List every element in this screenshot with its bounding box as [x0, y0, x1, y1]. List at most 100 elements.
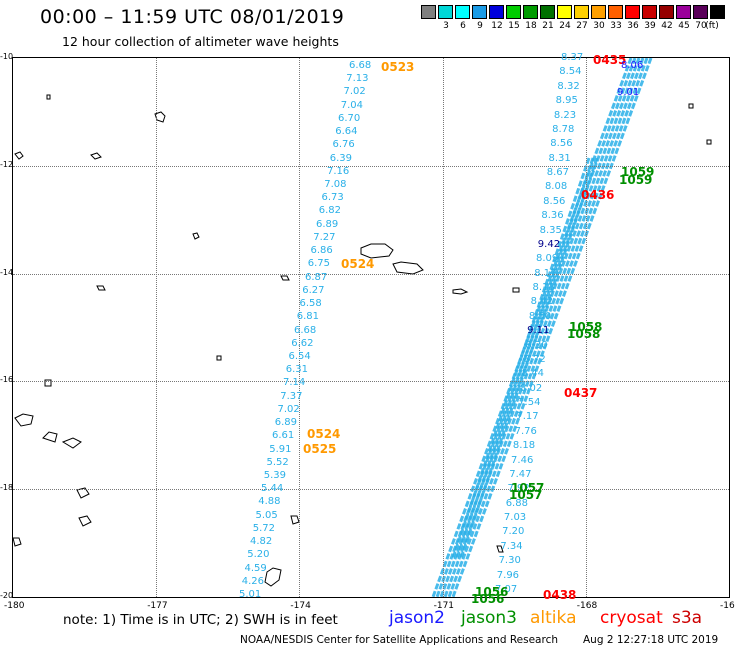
s3a-time-label: 0435 — [593, 53, 627, 67]
map-title: 00:00 – 11:59 UTC 08/01/2019 — [40, 6, 345, 28]
s3a-swh-value: 8.56 — [550, 138, 573, 150]
footer-note: note: 1) Time is in UTC; 2) SWH is in fe… — [63, 612, 338, 628]
s3a-swh-value: 8.13 — [532, 282, 555, 294]
footer-timestamp: Aug 2 12:27:18 UTC 2019 — [583, 634, 719, 646]
map-panel: 6.68 7.13 7.02 7.04 6.70 6.64 6.76 6.39 7.16 7.08… — [12, 53, 730, 606]
scale-label: 30 — [593, 21, 605, 31]
altika-time-label: 0525 — [303, 442, 337, 456]
scale-swatch — [625, 5, 640, 19]
island-fiji-1 — [14, 413, 34, 427]
altika-swh-value: 7.14 — [283, 377, 306, 389]
scale-label: 15 — [508, 21, 520, 31]
grid-line-lat — [13, 165, 729, 167]
grid-line-lat — [13, 381, 729, 383]
lon-tick-label: -180 — [4, 601, 25, 611]
s3a-swh-value: 7.92 — [507, 483, 530, 495]
island-fiji-2 — [42, 431, 58, 443]
jason3-time-label: 1057 — [511, 481, 545, 495]
altika-swh-value: 6.76 — [332, 139, 355, 151]
jason-track-line — [459, 157, 599, 559]
s3a-swh-value: 7.34 — [500, 540, 523, 552]
altika-time-label: 0523 — [381, 60, 415, 74]
island-fiji-5 — [13, 537, 22, 547]
altika-swh-value: 6.31 — [285, 364, 309, 376]
jason-track-line — [451, 157, 591, 559]
s3a-swh-value: 8.67 — [546, 167, 569, 179]
altika-swh-value: 6.39 — [329, 152, 353, 164]
grid-line-lat — [13, 273, 729, 275]
scale-label: 21 — [542, 21, 554, 31]
s3a-swh-value: 8.02 — [519, 382, 543, 394]
jason3-time-label: 1056 — [471, 592, 505, 606]
s3a-swh-value: 7.20 — [502, 526, 525, 538]
s3a-swh-value: 8.78 — [552, 123, 575, 135]
lat-tick-label: -12 — [0, 159, 14, 169]
altika-swh-value: 6.89 — [274, 417, 298, 429]
lat-tick-label: -14 — [0, 267, 14, 277]
s3a-swh-value: 8.44 — [521, 368, 545, 380]
altika-swh-value: 6.89 — [316, 218, 339, 230]
scale-swatch — [455, 5, 470, 19]
altika-swh-value: 7.13 — [346, 73, 369, 85]
island-i — [688, 103, 694, 109]
island-h — [706, 139, 712, 145]
island-c — [14, 151, 24, 160]
altika-swh-value: 6.68 — [349, 60, 372, 71]
altika-swh-value: 5.39 — [263, 469, 287, 481]
scale-swatch — [540, 5, 555, 19]
island-fiji-4 — [76, 487, 90, 499]
s3a-swh-value: 8.56 — [543, 195, 566, 207]
altika-swh-value: 5.52 — [266, 456, 289, 468]
s3a-swh-value: 7.54 — [518, 397, 541, 409]
s3a-swh-value: 8.50 — [528, 310, 552, 322]
scale-label: 6 — [460, 21, 466, 31]
altika-swh-value: 5.20 — [247, 549, 270, 561]
scale-unit: (ft) — [705, 21, 719, 31]
s3a-swh-value: 7.03 — [503, 512, 527, 524]
scale-swatch — [574, 5, 589, 19]
grid-line-lon — [156, 58, 158, 597]
jason3-time-label: 1059 — [621, 165, 655, 179]
scale-label: 45 — [678, 21, 690, 31]
island-d — [90, 152, 102, 160]
s3a-swh-value: 8.95 — [555, 95, 578, 107]
s3a-swh-value: 8.31 — [548, 152, 571, 164]
lat-tick-label: -16 — [0, 375, 14, 385]
scale-swatch — [676, 5, 691, 19]
scale-label: 33 — [610, 21, 622, 31]
s3a-swh-value: 7.30 — [498, 555, 521, 567]
s3a-swh-value: 8.09 — [536, 253, 559, 265]
island-k — [216, 355, 222, 361]
s3a-swh-value: 7.76 — [514, 425, 537, 437]
s3a-swh-value: 7.07 — [495, 584, 518, 595]
altika-time-label: 0524 — [307, 427, 341, 441]
jason-track-line — [455, 157, 595, 559]
lat-tick-label: -18 — [0, 483, 14, 493]
scale-swatch — [659, 5, 674, 19]
island-savaii — [392, 261, 424, 275]
scale-label: 12 — [491, 21, 503, 31]
altika-swh-value: 6.81 — [296, 311, 320, 323]
altika-swh-value: 6.68 — [294, 324, 317, 336]
island-niue — [496, 545, 504, 553]
scale-swatch — [472, 5, 487, 19]
lat-tick-label: -20 — [0, 591, 14, 600]
s3a-swh-value: 8.35 — [539, 224, 562, 236]
s3a-swh-value: 8.72 — [523, 353, 546, 365]
jason3-time-label: 1059 — [619, 173, 653, 187]
altika-swh-value: 7.02 — [277, 403, 300, 415]
altika-swh-value: 5.91 — [269, 443, 292, 455]
scale-label: 18 — [525, 21, 537, 31]
altika-swh-value: 6.58 — [299, 298, 322, 310]
s3a-swh-value: 6.88 — [505, 497, 528, 509]
island-g — [512, 287, 520, 293]
s3a-swh-value: 7.96 — [496, 569, 520, 581]
altika-swh-value: 6.27 — [302, 284, 325, 296]
scale-label: 36 — [627, 21, 639, 31]
altika-swh-value: 6.86 — [310, 245, 333, 257]
s3a-time-label: 0437 — [564, 386, 598, 400]
island-j — [44, 379, 52, 387]
altika-swh-value: 7.04 — [340, 99, 364, 111]
altika-swh-value: 5.05 — [255, 509, 278, 521]
legend-cryosat: cryosat — [600, 608, 663, 628]
